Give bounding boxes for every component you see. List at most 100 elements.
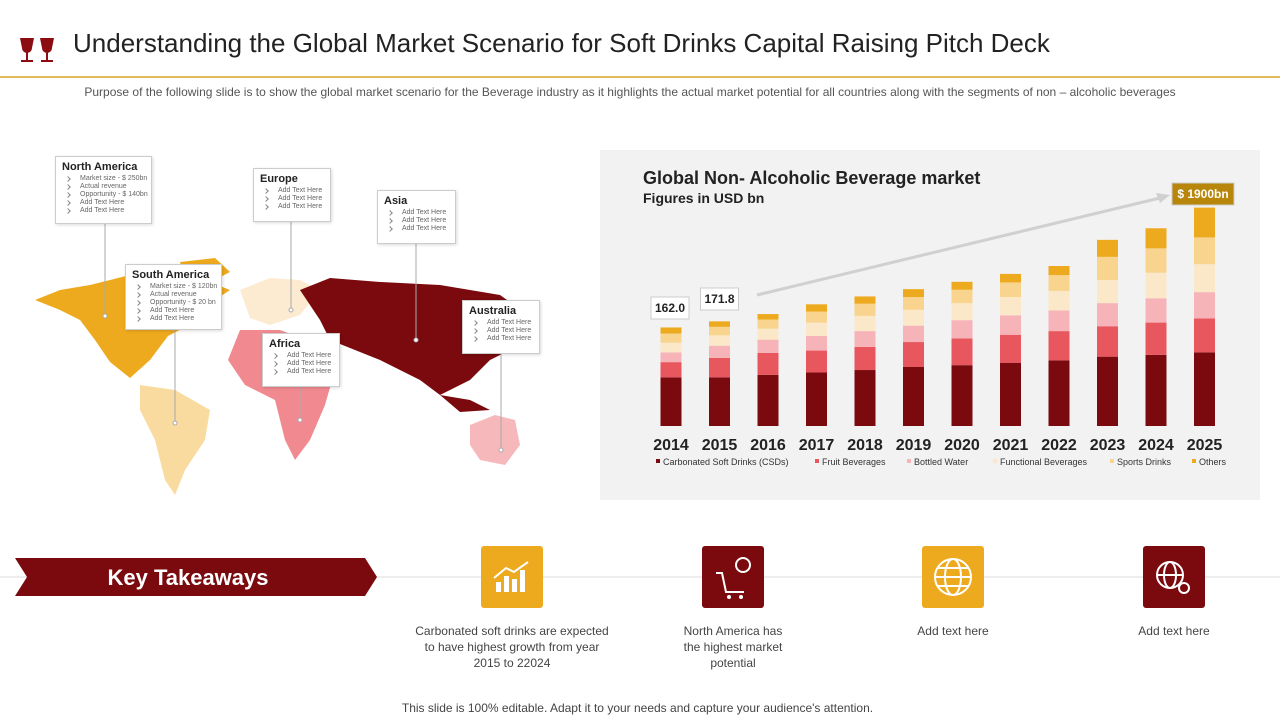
annotation: 171.8 [704, 292, 734, 306]
region-item: Actual revenue [132, 291, 215, 299]
legend-label: Others [1199, 457, 1227, 467]
bar-segment [709, 357, 730, 378]
legend-swatch [656, 459, 660, 463]
takeaway-text: Add text here [917, 624, 989, 638]
bar-segment [854, 331, 876, 347]
bar-segment [709, 377, 730, 426]
wine-icon [20, 38, 54, 62]
bar-segment [660, 342, 682, 353]
bar-segment [903, 325, 924, 343]
x-tick-label: 2016 [750, 437, 786, 454]
bar-segment [1000, 297, 1021, 316]
annotation-box [700, 287, 739, 311]
region-name: Australia [469, 305, 517, 317]
legend-swatch [907, 459, 911, 463]
bar-segment [1145, 298, 1167, 323]
annotation: 162.0 [655, 301, 685, 315]
bar-segment [806, 311, 827, 323]
bar-segment [757, 319, 779, 329]
bar-segment [1194, 207, 1215, 238]
icon-globe [922, 546, 984, 608]
bar-segment [1194, 318, 1215, 353]
bar-segment [757, 353, 779, 375]
bar-segment [903, 342, 924, 367]
region-name: North America [62, 161, 138, 173]
trend-arrow [756, 196, 1161, 297]
x-tick-label: 2015 [702, 437, 738, 454]
region-callout: Europe Add Text Here Add Text Here Add Text… [253, 168, 331, 222]
x-tick-label: 2017 [799, 437, 835, 454]
bar-segment [1097, 280, 1118, 304]
bar-segment [709, 321, 730, 327]
bar-segment [806, 350, 827, 373]
bar-segment [1145, 228, 1167, 249]
region-item: Opportunity - $ 140bn [62, 191, 148, 199]
bar-segment [1097, 326, 1118, 357]
bar-segment [951, 303, 973, 321]
bar-segment [951, 281, 973, 290]
bar-segment [1000, 273, 1021, 283]
legend-swatch [1110, 459, 1114, 463]
bar-segment [757, 374, 779, 426]
legend-swatch [1192, 459, 1196, 463]
region-item: Add Text Here [269, 352, 333, 360]
callout-dot [413, 337, 419, 343]
callout-dot [172, 420, 178, 426]
bar-segment [806, 372, 827, 426]
region-item: Market size - $ 250bn [62, 175, 147, 183]
bar-segment [757, 328, 779, 340]
icon-cart [702, 546, 764, 608]
chart-subtitle: Figures in USD bn [643, 190, 764, 206]
bar-segment [854, 296, 876, 304]
region-name: Africa [269, 338, 301, 350]
x-tick-label: 2020 [944, 437, 980, 454]
bar-segment [1048, 275, 1070, 291]
bar-segment [903, 297, 924, 310]
region-item: Add Text Here [384, 225, 449, 233]
bar-segment [1145, 272, 1167, 299]
region-item: Add Text Here [132, 307, 215, 315]
slide-title: Understanding the Global Market Scenario… [73, 28, 1050, 58]
region-callout: South America Market size - $ 120bn Actual… [125, 264, 222, 330]
bar-segment [1194, 292, 1215, 319]
bar-segment [1000, 282, 1021, 298]
bar-segment [806, 304, 827, 312]
bar-segment [1145, 248, 1167, 273]
region-item: Add Text Here [269, 368, 333, 376]
bar-segment [903, 309, 924, 326]
bar-segment [660, 333, 682, 343]
region-item: Add Text Here [384, 217, 449, 225]
x-tick-label: 2022 [1041, 437, 1077, 454]
callout-dot [288, 307, 294, 313]
region-callout: Africa Add Text Here Add Text Here Add Text… [262, 333, 340, 387]
bar-segment [1145, 322, 1167, 355]
callout-dot [297, 417, 303, 423]
icon-growth [481, 546, 543, 608]
bar-segment [854, 370, 876, 426]
region-callout: Australia Add Text Here Add Text Here Add T… [462, 300, 540, 354]
region-name: South America [132, 269, 210, 281]
bar-segment [806, 322, 827, 336]
bar-segment [1048, 310, 1070, 332]
x-tick-label: 2024 [1138, 437, 1174, 454]
annotation: $ 1900bn [1177, 187, 1228, 201]
bar-segment [1048, 266, 1070, 276]
takeaway-text: Carbonated soft drinks are expected to h… [415, 624, 609, 670]
bar-segment [951, 320, 973, 339]
bar-segment [1194, 237, 1215, 265]
bar-segment [1000, 315, 1021, 335]
bar-segment [903, 366, 924, 426]
region-name: Asia [384, 195, 408, 207]
x-tick-label: 2023 [1090, 437, 1126, 454]
region-item: Actual revenue [62, 183, 145, 191]
x-tick-label: 2019 [896, 437, 932, 454]
bar-segment [1000, 334, 1021, 363]
bar-segment [660, 362, 682, 378]
region-callout: Asia Add Text Here Add Text Here Add Text H… [377, 190, 456, 244]
bar-segment [951, 289, 973, 304]
bar-segment [1048, 290, 1070, 311]
bar-segment [1194, 264, 1215, 293]
trend-arrowhead [1156, 193, 1170, 203]
bar-segment [709, 345, 730, 358]
